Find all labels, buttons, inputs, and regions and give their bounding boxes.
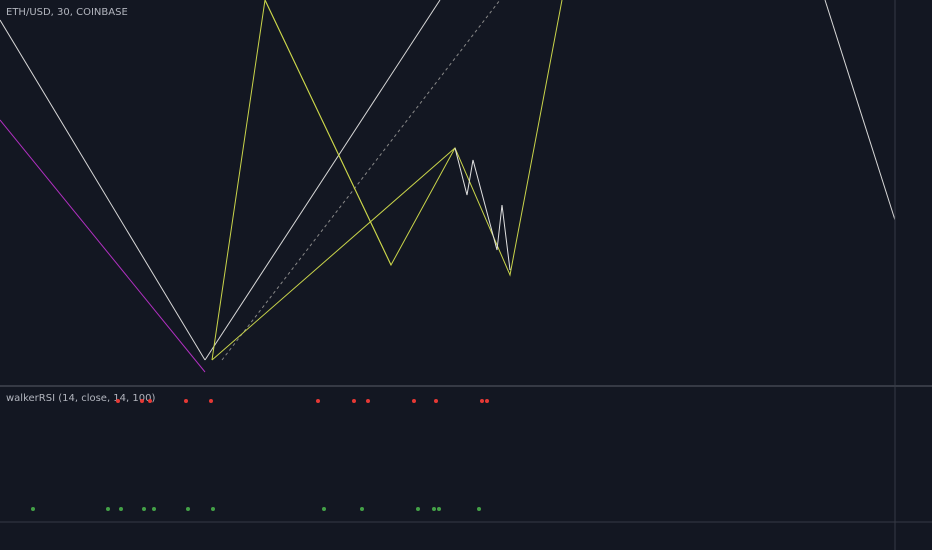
harmonic [211, 147, 456, 361]
signal-dot [31, 507, 35, 511]
signals [116, 399, 489, 403]
trend-line [204, 0, 441, 361]
signal-dot [432, 507, 436, 511]
signal-dot [322, 507, 326, 511]
signal-dot [360, 507, 364, 511]
signal-dot [416, 507, 420, 511]
signal-dot [437, 507, 441, 511]
signal-dot [152, 507, 156, 511]
signal-dot [316, 399, 320, 403]
signal-dot [140, 399, 144, 403]
signal-dot [116, 399, 120, 403]
trend-line [824, 0, 896, 221]
signal-dot [186, 507, 190, 511]
signal-dot [119, 507, 123, 511]
signal-dot [148, 399, 152, 403]
harmonic [264, 0, 392, 266]
signal-dot [434, 399, 438, 403]
signal-dot [211, 507, 215, 511]
drawings [0, 0, 896, 373]
signal-dot [209, 399, 213, 403]
trend-line [221, 0, 501, 361]
signal-dot [142, 507, 146, 511]
signal-dot [352, 399, 356, 403]
signal-dot [480, 399, 484, 403]
signal-dot [412, 399, 416, 403]
harmonic [211, 0, 563, 361]
signal-dot [366, 399, 370, 403]
signal-dot [477, 507, 481, 511]
signal-dot [106, 507, 110, 511]
signal-dot [184, 399, 188, 403]
trend-line [0, 19, 206, 361]
wave-path [454, 147, 511, 271]
trend-line [0, 119, 206, 373]
chart-title: ETH/USD, 30, COINBASE [6, 7, 128, 18]
signals [31, 507, 481, 511]
signal-dot [485, 399, 489, 403]
rsi-title: walkerRSI (14, close, 14, 100) [6, 393, 155, 404]
